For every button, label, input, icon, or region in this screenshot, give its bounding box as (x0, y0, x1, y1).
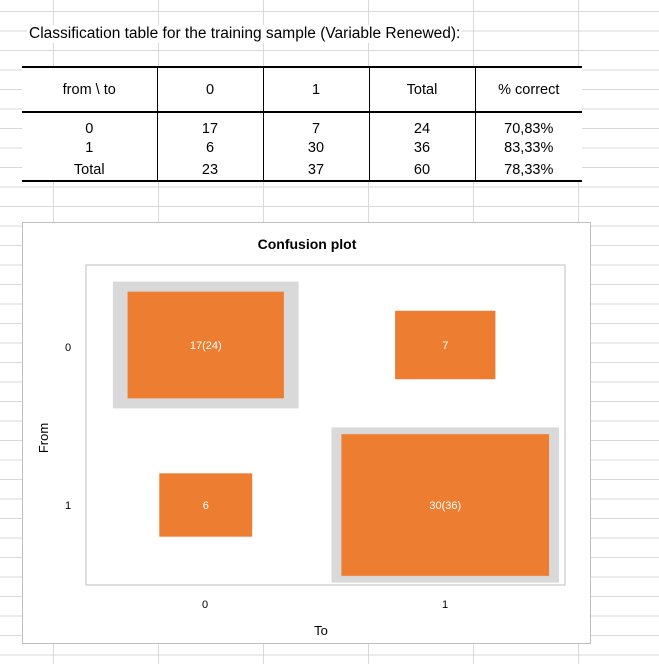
cell-label: 17(24) (190, 340, 222, 352)
x-tick-label: 1 (442, 599, 448, 611)
table-cell: 7 (262, 112, 369, 137)
table-header-row: from \ to 0 1 Total % correct (22, 66, 582, 113)
table-cell: 70,83% (474, 112, 582, 137)
header-to-0: 0 (156, 66, 263, 113)
cell-label: 6 (203, 500, 209, 512)
table-row: Total 23 37 60 78,33% (22, 159, 582, 182)
row-label: 1 (85, 140, 94, 156)
table-cell: 6 (156, 137, 263, 159)
chart-title: Confusion plot (258, 236, 357, 252)
confusion-plot-chart[interactable]: Confusion plot 17(24) 7 6 30(36) 0 1 0 1 To… (22, 222, 591, 644)
table-cell: 30 (262, 137, 369, 159)
cells-layer: 17(24) 7 6 30(36) (112, 281, 560, 583)
confusion-cell (127, 291, 284, 399)
header-from-to: from \ to (22, 66, 157, 113)
confusion-cell (159, 473, 253, 537)
table-caption: Classification table for the training sa… (27, 25, 463, 43)
table-cell: 23 (156, 159, 263, 182)
x-tick-label: 0 (202, 599, 208, 611)
header-to-1: 1 (262, 66, 369, 113)
y-axis-label: From (36, 423, 51, 453)
header-percent-correct: % correct (474, 66, 582, 113)
y-tick-label: 0 (65, 342, 71, 354)
y-tick-label: 1 (65, 500, 71, 512)
row-label: Total (22, 159, 157, 182)
table-cell: 17 (156, 112, 263, 137)
table-row: 1 6 30 36 83,33% (22, 137, 582, 159)
header-total: Total (368, 66, 475, 113)
confusion-cell (395, 310, 496, 380)
confusion-cell (341, 434, 550, 576)
row-label: 0 (85, 121, 94, 137)
table-cell: 37 (262, 159, 369, 182)
table-cell: 24 (368, 112, 475, 137)
x-axis-label: To (314, 623, 328, 638)
table-cell: 36 (368, 137, 475, 159)
confusion-plot-svg: Confusion plot 17(24) 7 6 30(36) 0 1 0 1 To… (36, 236, 566, 638)
table-row: 0 17 7 24 70,83% (22, 112, 582, 137)
table-cell: 60 (368, 159, 475, 182)
table-cell: 78,33% (474, 159, 582, 182)
table-cell: 83,33% (474, 137, 582, 159)
classification-table: from \ to 0 1 Total % correct 0 17 7 24 … (22, 66, 582, 182)
cell-label: 30(36) (429, 500, 461, 512)
cell-label: 7 (442, 340, 448, 352)
